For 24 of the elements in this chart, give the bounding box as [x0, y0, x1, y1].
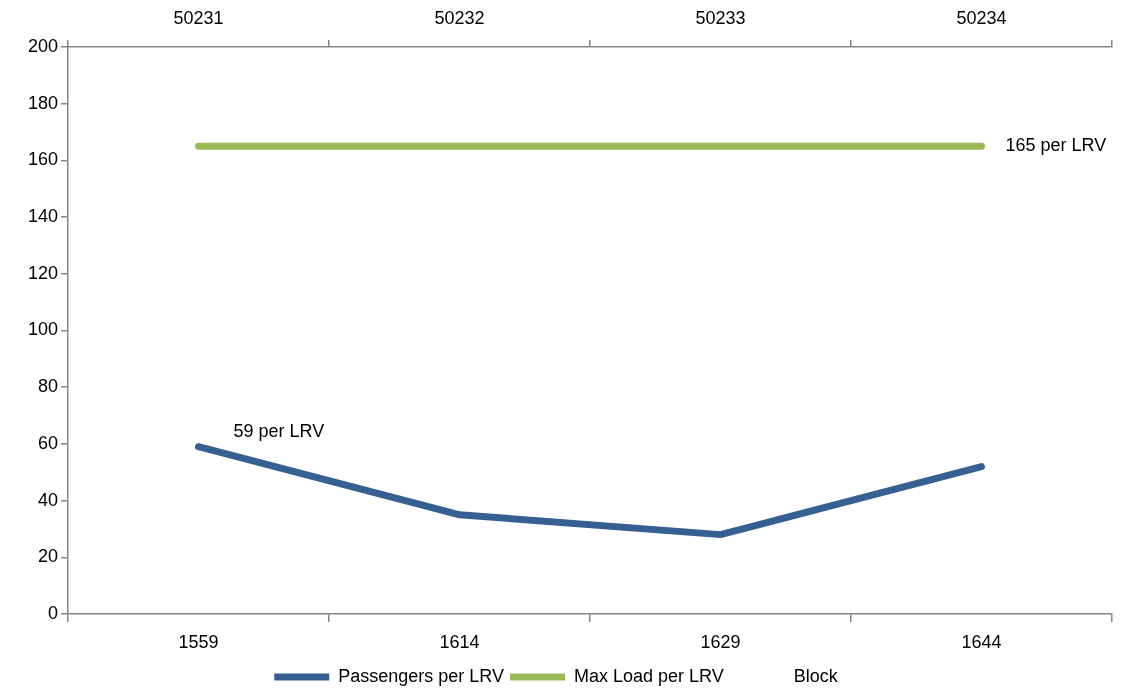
y-tick-label: 80: [37, 376, 58, 397]
x2-tick-label: 50232: [434, 8, 485, 29]
y-tick-label: 120: [27, 262, 58, 283]
text: Block: [793, 665, 839, 686]
annotation: 165 per LRV: [1005, 135, 1107, 156]
x-tick-label: 1614: [439, 631, 480, 652]
legend-label: Passengers per LRV: [338, 665, 504, 686]
x2-tick-label: 50231: [173, 8, 224, 29]
y-tick-label: 160: [27, 149, 58, 170]
y-tick-label: 140: [27, 206, 58, 227]
y-tick-label: 60: [37, 432, 58, 453]
y-tick-label: 0: [47, 602, 58, 623]
x2-tick-label: 50233: [695, 8, 746, 29]
y-tick-label: 20: [37, 546, 58, 567]
y-tick-label: 200: [27, 35, 58, 56]
x2-tick-label: 50234: [956, 8, 1007, 29]
legend-label: Max Load per LRV: [573, 665, 724, 686]
annotation: 59 per LRV: [233, 420, 325, 441]
x-tick-label: 1644: [961, 631, 1002, 652]
y-tick-label: 100: [27, 319, 58, 340]
x-tick-label: 1629: [700, 631, 741, 652]
y-tick-label: 40: [37, 489, 58, 510]
y-tick-label: 180: [27, 92, 58, 113]
x-tick-label: 1559: [178, 631, 219, 652]
